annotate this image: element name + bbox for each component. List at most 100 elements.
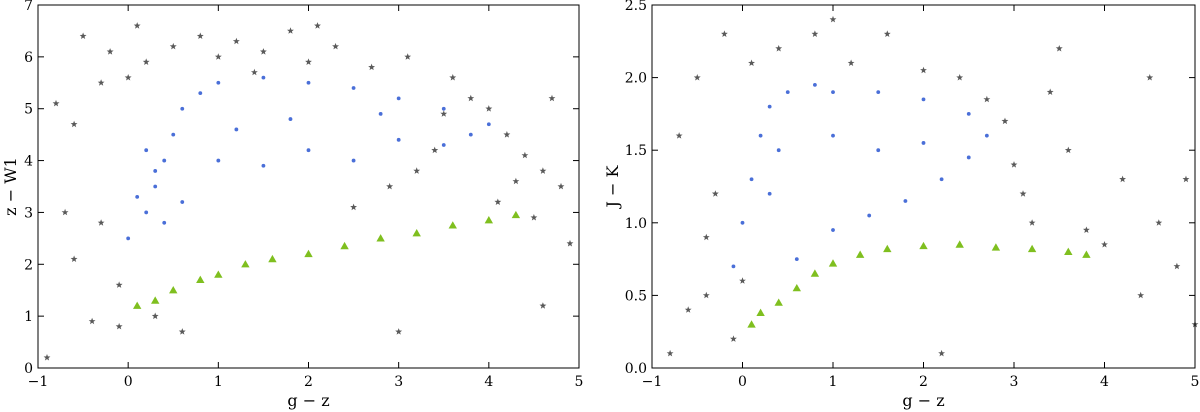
left-series-0-star-point-29 — [494, 198, 502, 205]
right-scatter-panel: −1 0 1 2 3 4 5 0.0 0.5 1.0 1.5 2.0 2.5 g − z J − K — [603, 0, 1199, 410]
right-series-0-star-point-10 — [811, 30, 819, 37]
left-series-1-dot-point-1 — [144, 210, 149, 215]
left-series-0-star-point-24 — [413, 167, 421, 174]
right-series-0-star-point-23 — [1101, 241, 1108, 248]
right-series-1-dot-point-11 — [984, 133, 989, 138]
right-series-0-star-point-30 — [666, 349, 674, 357]
right-series-2-triangle-point-13 — [1082, 250, 1091, 258]
left-series-0-star-point-7 — [115, 281, 123, 288]
right-series-0-star-point-7 — [739, 277, 746, 284]
left-series-1-dot-point-16 — [216, 158, 221, 163]
right-series-1-dot-point-7 — [831, 90, 835, 95]
left-series-0-star-point-22 — [386, 182, 394, 190]
left-x-axis-label: g − z — [287, 391, 329, 410]
left-series-0-star-point-38 — [52, 99, 60, 107]
right-series-1-dot-point-5 — [785, 90, 790, 95]
right-series-1-dot-point-4 — [767, 104, 772, 109]
left-series-0-star-point-11 — [169, 42, 177, 50]
left-y-tick-label-7: 7 — [24, 0, 33, 14]
right-series-2-triangle-point-3 — [792, 283, 801, 292]
right-series-0-star-point-15 — [983, 95, 991, 103]
left-series-1-dot-point-2 — [153, 184, 158, 189]
left-series-0-star-point-43 — [251, 68, 258, 76]
right-series-0-star-point-22 — [1083, 226, 1090, 233]
right-series-1-dot-point-14 — [903, 199, 908, 203]
left-series-1-dot-point-4 — [171, 132, 176, 137]
left-y-tick-label-3: 3 — [24, 205, 33, 221]
right-series-0-star-point-21 — [1064, 146, 1072, 154]
right-series-2-triangle-point-10 — [991, 243, 1001, 251]
left-series-0-star-point-4 — [88, 317, 96, 325]
right-series-1-dot-point-13 — [939, 177, 944, 182]
right-y-tick-label-4: 2.0 — [625, 71, 647, 87]
right-series-0-star-point-34 — [1146, 74, 1154, 81]
right-x-tick-label-5: 4 — [1100, 374, 1109, 390]
left-y-tick-label-4: 4 — [24, 154, 33, 170]
left-y-tick-label-0: 0 — [24, 361, 33, 377]
right-x-tick-label-3: 2 — [919, 374, 928, 390]
left-x-tick-label-6: 5 — [575, 374, 584, 390]
left-series-0-star-point-10 — [151, 312, 159, 320]
right-x-tick-label-1: 0 — [738, 374, 747, 390]
left-series-2-triangle-point-4 — [214, 270, 223, 278]
left-series-0-star-point-20 — [350, 203, 357, 211]
left-x-tick-label-4: 3 — [394, 374, 403, 390]
left-series-1-dot-point-15 — [153, 169, 158, 173]
left-series-0-star-point-26 — [449, 74, 457, 81]
left-series-0-star-point-32 — [521, 151, 529, 159]
right-series-0-star-point-31 — [702, 291, 710, 299]
left-series-0-star-point-12 — [178, 328, 186, 335]
left-series-0-star-point-42 — [124, 74, 132, 81]
right-series-1-dot-point-17 — [794, 257, 799, 261]
left-series-2-triangle-point-11 — [448, 221, 457, 229]
left-series-2-triangle-point-0 — [132, 301, 142, 309]
right-series-0-star-point-24 — [1119, 175, 1126, 183]
left-series-0-star-point-21 — [368, 63, 375, 71]
right-x-axis-label: g − z — [902, 391, 944, 410]
left-series-0-star-point-23 — [404, 53, 412, 60]
left-x-tick-label-3: 2 — [304, 374, 313, 390]
left-series-0-star-point-37 — [566, 239, 574, 247]
right-series-1-dot-point-1 — [740, 220, 745, 225]
left-points-layer — [43, 22, 574, 361]
right-series-0-star-point-20 — [1046, 88, 1054, 95]
left-y-tick-label-6: 6 — [24, 50, 33, 66]
left-series-0-star-point-18 — [305, 58, 312, 65]
left-series-0-star-point-9 — [142, 58, 150, 65]
left-series-1-dot-point-13 — [486, 122, 491, 127]
left-y-tick-label-5: 5 — [24, 102, 33, 118]
right-series-2-triangle-point-5 — [828, 259, 838, 267]
left-y-axis-label: z − W1 — [1, 157, 20, 216]
left-series-0-star-point-39 — [70, 255, 78, 262]
right-series-2-triangle-point-0 — [747, 320, 756, 328]
left-series-0-star-point-45 — [440, 110, 448, 117]
left-series-0-star-point-16 — [260, 48, 267, 55]
right-series-0-star-point-2 — [693, 74, 701, 81]
left-series-1-dot-point-11 — [396, 96, 401, 101]
left-series-1-dot-point-8 — [261, 75, 266, 80]
left-series-2-triangle-point-7 — [304, 249, 313, 258]
left-series-0-star-point-33 — [530, 214, 538, 221]
left-x-tick-label-2: 1 — [214, 374, 223, 390]
left-series-1-dot-point-0 — [126, 236, 131, 241]
left-series-2-triangle-point-10 — [412, 228, 421, 237]
right-series-2-triangle-point-8 — [919, 241, 928, 250]
right-series-0-star-point-9 — [775, 45, 783, 52]
right-series-0-star-point-13 — [920, 66, 927, 74]
left-series-1-dot-point-14 — [144, 148, 149, 153]
right-x-tick-label-6: 5 — [1191, 374, 1200, 390]
right-series-0-star-point-12 — [883, 30, 891, 37]
right-series-2-triangle-point-6 — [855, 250, 865, 258]
right-series-0-star-point-3 — [702, 233, 710, 241]
left-series-2-triangle-point-12 — [484, 216, 494, 224]
right-x-tick-label-0: −1 — [642, 374, 663, 390]
right-series-1-dot-point-0 — [731, 264, 736, 269]
left-series-1-dot-point-12 — [441, 106, 446, 111]
right-series-0-star-point-6 — [730, 335, 737, 342]
left-series-1-dot-point-6 — [198, 91, 203, 96]
right-series-0-star-point-33 — [1055, 45, 1063, 52]
left-series-1-dot-point-25 — [234, 127, 239, 132]
right-series-1-dot-point-12 — [966, 155, 971, 160]
